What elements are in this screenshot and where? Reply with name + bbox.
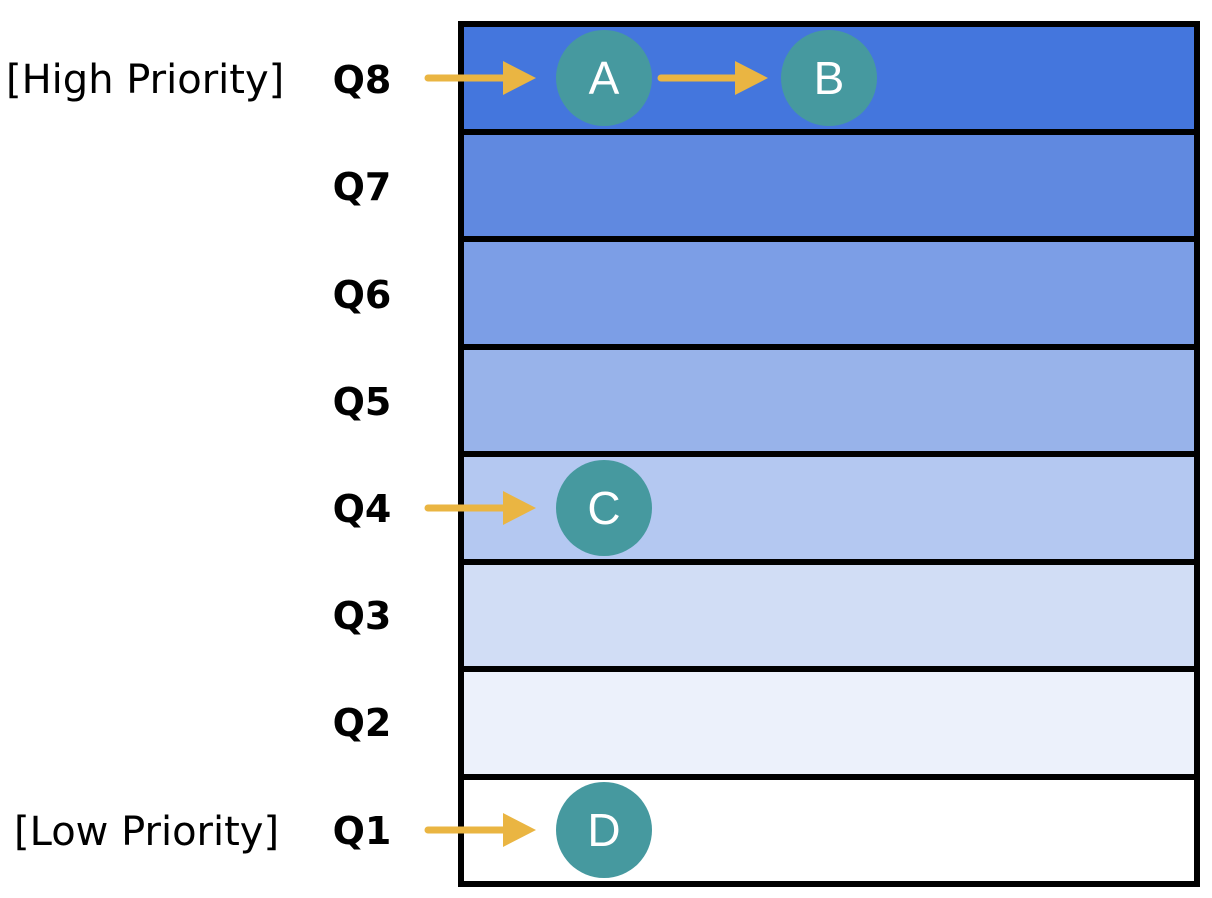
queue-label-q8: Q8	[332, 58, 392, 102]
queue-label-q3: Q3	[332, 594, 392, 638]
node-b: B	[781, 30, 877, 126]
queue-label-q1: Q1	[332, 809, 392, 853]
queue-row-q2	[464, 672, 1194, 780]
queue-row-q6	[464, 242, 1194, 350]
queue-row-q7	[464, 134, 1194, 242]
queue-row-q3	[464, 564, 1194, 672]
queue-label-q6: Q6	[332, 273, 392, 317]
queue-label-q4: Q4	[332, 487, 392, 531]
queue-label-q5: Q5	[332, 380, 392, 424]
high-priority-label: [High Priority]	[6, 57, 285, 103]
queue-label-q2: Q2	[332, 701, 392, 745]
node-a: A	[556, 30, 652, 126]
node-c: C	[556, 460, 652, 556]
queue-row-q5	[464, 349, 1194, 457]
low-priority-label: [Low Priority]	[14, 809, 280, 855]
node-d: D	[556, 782, 652, 878]
queue-label-q7: Q7	[332, 165, 392, 209]
priority-queue-table	[458, 21, 1200, 887]
